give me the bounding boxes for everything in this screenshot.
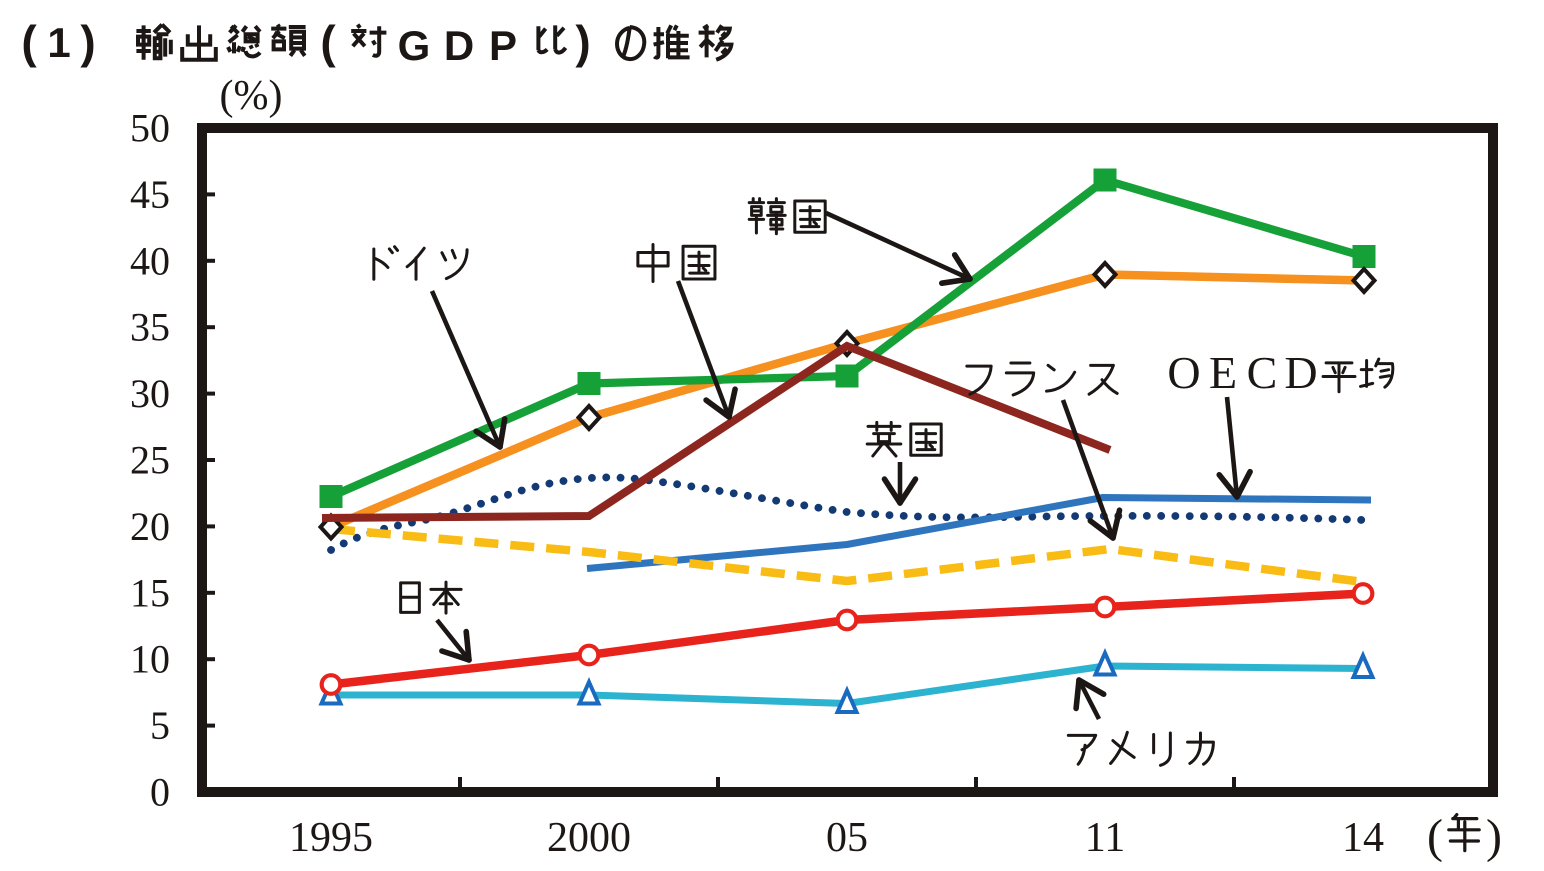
svg-text:E: E [1209,347,1237,398]
svg-text:25: 25 [130,438,170,483]
svg-text:14: 14 [1342,815,1384,861]
svg-text:20: 20 [130,504,170,549]
svg-text:5: 5 [150,703,170,748]
svg-text:1995: 1995 [289,815,373,861]
svg-text:1: 1 [47,19,70,66]
svg-text:35: 35 [130,305,170,350]
svg-text:): ) [80,16,95,68]
svg-text:D: D [1284,347,1317,398]
svg-text:50: 50 [130,106,170,151]
svg-text:(: ( [320,16,336,68]
svg-text:C: C [1247,347,1278,398]
svg-text:O: O [1167,347,1200,398]
svg-text:G: G [398,22,431,69]
svg-text:2000: 2000 [547,815,631,861]
svg-text:45: 45 [130,172,170,217]
svg-text:0: 0 [150,770,170,815]
svg-text:10: 10 [130,637,170,682]
svg-text:): ) [575,16,590,68]
svg-text:40: 40 [130,238,170,283]
svg-text:P: P [489,22,517,69]
svg-text:05: 05 [826,815,868,861]
svg-text:(%): (%) [220,73,283,119]
svg-text:(: ( [1427,810,1443,863]
svg-text:15: 15 [130,570,170,615]
svg-text:30: 30 [130,371,170,416]
svg-text:11: 11 [1085,815,1125,861]
svg-text:(: ( [21,16,37,68]
svg-text:): ) [1486,810,1502,863]
svg-text:D: D [444,22,474,69]
